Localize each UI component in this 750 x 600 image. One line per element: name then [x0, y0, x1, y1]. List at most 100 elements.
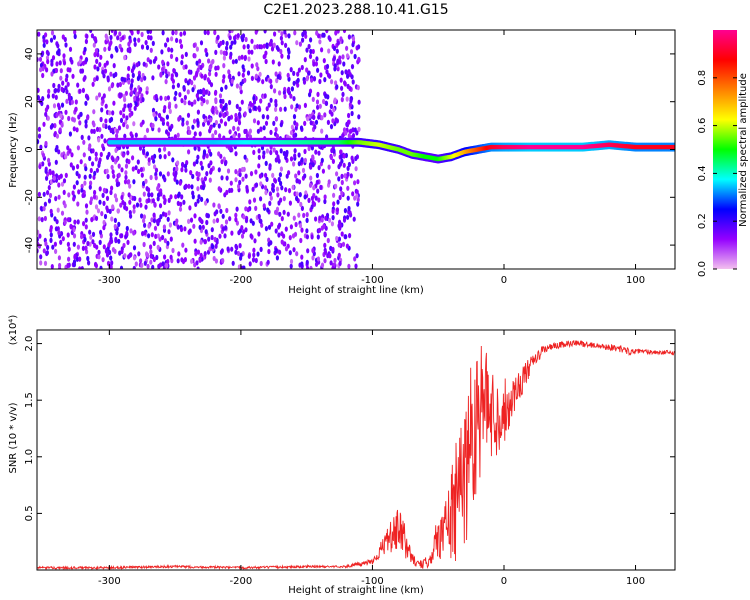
- heatmap-cell: [332, 192, 336, 198]
- heatmap-cell: [310, 204, 314, 210]
- heatmap-cell: [300, 157, 304, 163]
- heatmap-cell: [48, 192, 53, 199]
- heatmap-cell: [199, 89, 203, 95]
- heatmap-cell: [201, 180, 205, 186]
- heatmap-cell: [351, 42, 355, 48]
- heatmap-cell: [236, 33, 240, 39]
- heatmap-cell: [218, 233, 222, 239]
- heatmap-cell: [191, 124, 195, 130]
- heatmap-cell: [256, 128, 260, 134]
- heatmap-cell: [212, 218, 216, 224]
- heatmap-cell: [197, 146, 201, 152]
- heatmap-cell: [338, 55, 342, 61]
- heatmap-cell: [238, 113, 242, 119]
- heatmap-cell: [257, 154, 261, 160]
- heatmap-cell: [330, 221, 334, 227]
- heatmap-cell: [171, 78, 175, 84]
- heatmap-cell: [309, 175, 313, 181]
- heatmap-cell: [109, 189, 113, 196]
- heatmap-cell: [265, 43, 269, 50]
- heatmap-cell: [151, 198, 155, 204]
- heatmap-cell: [97, 92, 102, 98]
- heatmap-cell: [196, 89, 201, 95]
- heatmap-cell: [113, 193, 117, 199]
- heatmap-cell: [98, 157, 102, 163]
- heatmap-cell: [106, 173, 110, 180]
- heatmap-cell: [80, 68, 85, 74]
- heatmap-cell: [60, 122, 64, 128]
- heatmap-cell: [320, 115, 324, 121]
- heatmap-cell: [103, 138, 107, 144]
- heatmap-cell: [270, 221, 274, 227]
- heatmap-cell: [190, 101, 194, 107]
- heatmap-cell: [191, 87, 195, 93]
- heatmap-cell: [49, 37, 54, 43]
- heatmap-cell: [141, 97, 145, 103]
- heatmap-cell: [129, 102, 133, 108]
- heatmap-cell: [38, 56, 43, 62]
- heatmap-cell: [250, 38, 254, 44]
- heatmap-cell: [241, 64, 245, 70]
- heatmap-cell: [200, 196, 204, 202]
- heatmap-cell: [303, 148, 307, 155]
- heatmap-cell: [173, 96, 177, 102]
- heatmap-cell: [68, 67, 72, 73]
- heatmap-cell: [166, 258, 170, 265]
- heatmap-cell: [106, 207, 110, 214]
- heatmap-cell: [149, 253, 153, 259]
- heatmap-cell: [252, 252, 256, 258]
- heatmap-cell: [297, 67, 301, 73]
- heatmap-cell: [76, 244, 80, 250]
- heatmap-cell: [294, 221, 298, 228]
- heatmap-cell: [136, 30, 140, 35]
- heatmap-cell: [356, 85, 360, 91]
- y-tick-label: 20: [24, 95, 35, 108]
- heatmap-cell: [111, 156, 115, 163]
- heatmap-cell: [52, 82, 56, 89]
- heatmap-cell: [295, 178, 299, 184]
- heatmap-cell: [309, 48, 313, 55]
- heatmap-cell: [176, 200, 180, 206]
- heatmap-cell: [289, 93, 293, 99]
- heatmap-cell: [143, 260, 147, 266]
- heatmap-cell: [89, 167, 93, 174]
- heatmap-cell: [171, 247, 175, 254]
- heatmap-cell: [315, 56, 319, 62]
- heatmap-cell: [49, 232, 53, 238]
- heatmap-cell: [295, 103, 299, 109]
- heatmap-cell: [45, 39, 49, 45]
- x-tick-label: -200: [230, 275, 253, 286]
- heatmap-cell: [323, 112, 327, 118]
- heatmap-cell: [87, 260, 91, 266]
- heatmap-cell: [145, 44, 150, 51]
- heatmap-cell: [292, 70, 296, 76]
- heatmap-cell: [94, 48, 98, 54]
- heatmap-cell: [330, 111, 334, 117]
- heatmap-cell: [158, 147, 162, 153]
- heatmap-cell: [64, 109, 68, 115]
- heatmap-cell: [138, 145, 143, 151]
- heatmap-cell: [145, 186, 149, 192]
- heatmap-cell: [231, 59, 235, 65]
- heatmap-cell: [253, 105, 257, 111]
- heatmap-cell: [140, 44, 145, 50]
- heatmap-cell: [156, 233, 160, 239]
- heatmap-cell: [146, 252, 150, 258]
- heatmap-cell: [176, 132, 180, 138]
- heatmap-cell: [57, 255, 62, 261]
- heatmap-cell: [142, 218, 146, 224]
- heatmap-cell: [171, 157, 175, 163]
- heatmap-cell: [259, 196, 263, 202]
- heatmap-cell: [285, 173, 289, 179]
- heatmap-cell: [210, 227, 214, 233]
- heatmap-cell: [219, 40, 223, 47]
- heatmap-cell: [128, 199, 132, 205]
- heatmap-cell: [206, 120, 210, 126]
- heatmap-cell: [54, 196, 58, 202]
- heatmap-cell: [249, 171, 254, 177]
- heatmap-cell: [174, 221, 178, 227]
- heatmap-cell: [277, 30, 281, 33]
- heatmap-cell: [230, 78, 234, 84]
- heatmap-cell: [112, 100, 116, 106]
- heatmap-cell: [66, 232, 70, 238]
